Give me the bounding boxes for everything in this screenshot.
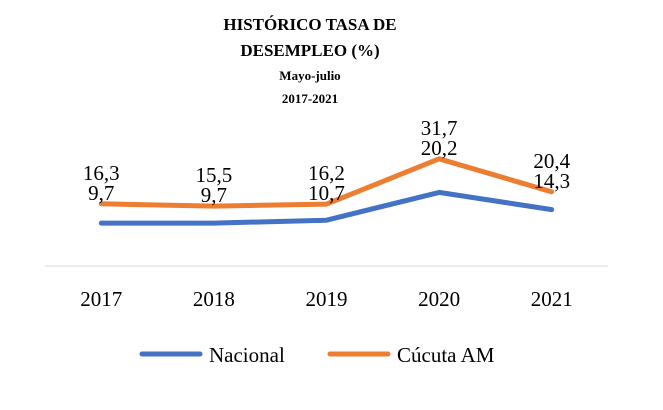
chart-title-group: HISTÓRICO TASA DE DESEMPLEO (%) Mayo-jul… xyxy=(223,15,396,106)
x-tick-label: 2019 xyxy=(306,287,348,311)
chart-subtitle-line-1: Mayo-julio xyxy=(279,68,340,83)
x-tick-labels: 2017 2018 2019 2020 2021 xyxy=(80,287,572,311)
data-label: 20,2 xyxy=(421,136,458,160)
chart-title-line-1: HISTÓRICO TASA DE xyxy=(223,15,396,34)
data-labels-layer: 16,39,715,59,716,210,731,720,220,414,3 xyxy=(83,116,571,207)
x-tick-label: 2020 xyxy=(418,287,460,311)
legend: Nacional Cúcuta AM xyxy=(139,343,495,367)
chart-title-line-2: DESEMPLEO (%) xyxy=(240,41,379,60)
data-label: 31,7 xyxy=(421,116,458,140)
data-label: 16,3 xyxy=(83,161,120,185)
data-label: 14,3 xyxy=(533,169,570,193)
series-line-nacional xyxy=(98,189,555,226)
data-label: 10,7 xyxy=(308,181,345,205)
x-tick-label: 2017 xyxy=(80,287,122,311)
chart-subtitle-line-2: 2017-2021 xyxy=(282,91,338,106)
data-label: 9,7 xyxy=(201,183,227,207)
data-label: 16,2 xyxy=(308,161,345,185)
legend-label-cucuta-am: Cúcuta AM xyxy=(397,343,495,367)
legend-label-nacional: Nacional xyxy=(209,343,285,367)
series-layer xyxy=(98,156,555,226)
series-line-cucuta-am xyxy=(98,156,555,209)
x-tick-label: 2018 xyxy=(193,287,235,311)
x-tick-label: 2021 xyxy=(531,287,573,311)
data-label: 9,7 xyxy=(88,181,114,205)
data-label: 20,4 xyxy=(533,149,570,173)
data-label: 15,5 xyxy=(196,163,233,187)
